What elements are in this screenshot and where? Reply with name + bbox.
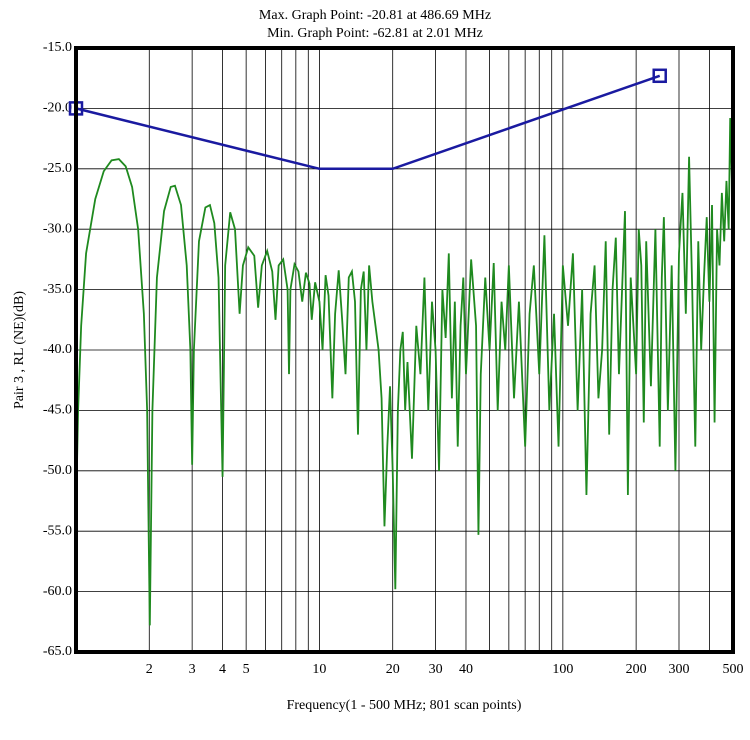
data-line [75,118,734,626]
x-tick-label: 2 [146,662,153,677]
y-tick-label: -30.0 [43,221,72,236]
y-tick-label: -25.0 [43,161,72,176]
y-axis-label: Pair 3 , RL (NE)(dB) [12,291,27,409]
point-marker [652,68,667,84]
x-tick-label: 10 [312,662,326,677]
y-tick-label: -45.0 [43,403,72,418]
plot-frame [74,46,735,654]
y-tick-label: -65.0 [43,644,72,659]
x-tick-label: 5 [243,662,250,677]
chart-title-line: Min. Graph Point: -62.81 at 2.01 MHz [267,26,483,41]
data-line [75,74,661,171]
x-tick-label: 500 [723,662,744,677]
x-tick-label: 100 [552,662,573,677]
y-tick-label: -15.0 [43,40,72,55]
y-tick-label: -55.0 [43,523,72,538]
x-tick-label: 200 [626,662,647,677]
y-tick-label: -40.0 [43,342,72,357]
y-tick-label: -20.0 [43,101,72,116]
x-tick-label: 3 [189,662,196,677]
y-tick-label: -35.0 [43,282,72,297]
x-tick-label: 30 [429,662,443,677]
chart-title-line: Max. Graph Point: -20.81 at 486.69 MHz [259,8,491,23]
y-tick-label: -60.0 [43,584,72,599]
x-tick-label: 20 [386,662,400,677]
x-tick-label: 40 [459,662,473,677]
x-tick-label: 300 [668,662,689,677]
x-tick-label: 4 [219,662,226,677]
x-axis-label: Frequency(1 - 500 MHz; 801 scan points) [287,698,522,713]
y-tick-label: -50.0 [43,463,72,478]
